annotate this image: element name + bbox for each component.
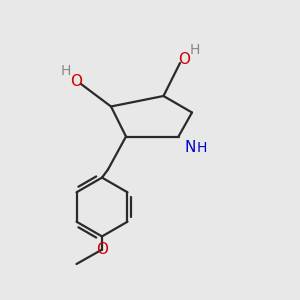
Text: H: H: [61, 64, 71, 78]
Text: H: H: [197, 141, 207, 155]
Text: N: N: [185, 140, 196, 155]
Text: O: O: [70, 74, 83, 88]
Text: O: O: [178, 52, 190, 68]
Text: O: O: [96, 242, 108, 257]
Text: H: H: [189, 44, 200, 57]
